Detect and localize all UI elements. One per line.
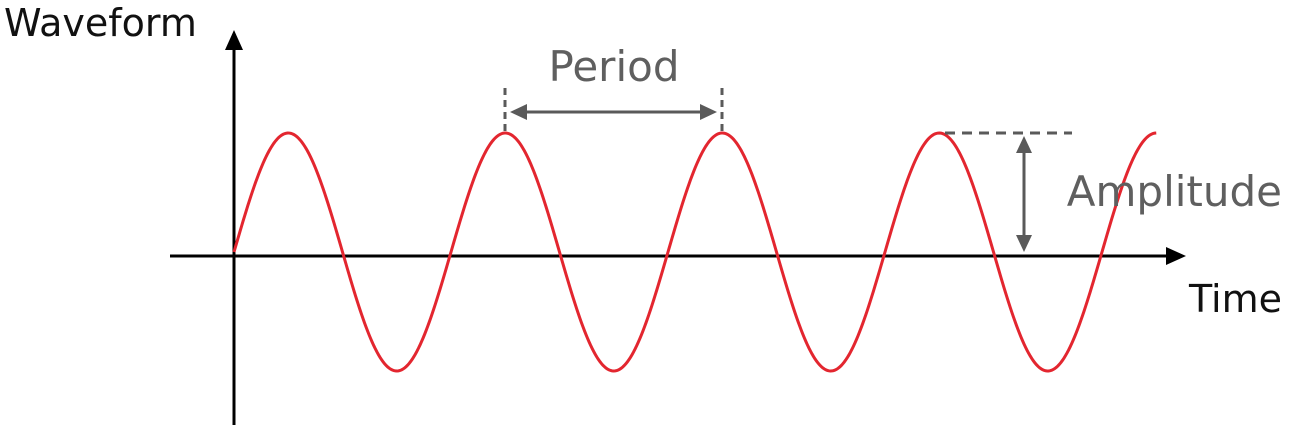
- axes: [170, 30, 1186, 425]
- x-axis-arrowhead: [1166, 247, 1186, 265]
- period-arrow-right-head: [700, 104, 717, 120]
- period-arrow-left-head: [510, 104, 527, 120]
- y-axis-label: Waveform: [4, 1, 197, 45]
- x-axis-label: Time: [1188, 277, 1282, 321]
- amplitude-annotation: [945, 131, 1072, 252]
- amplitude-arrow-bottom-head: [1016, 235, 1032, 252]
- amplitude-label: Amplitude: [1067, 167, 1282, 216]
- period-annotation: [503, 88, 724, 132]
- sine-wave: [232, 131, 1157, 373]
- amplitude-arrow-top-head: [1016, 136, 1032, 153]
- y-axis-arrowhead: [225, 30, 243, 50]
- period-label: Period: [549, 42, 680, 91]
